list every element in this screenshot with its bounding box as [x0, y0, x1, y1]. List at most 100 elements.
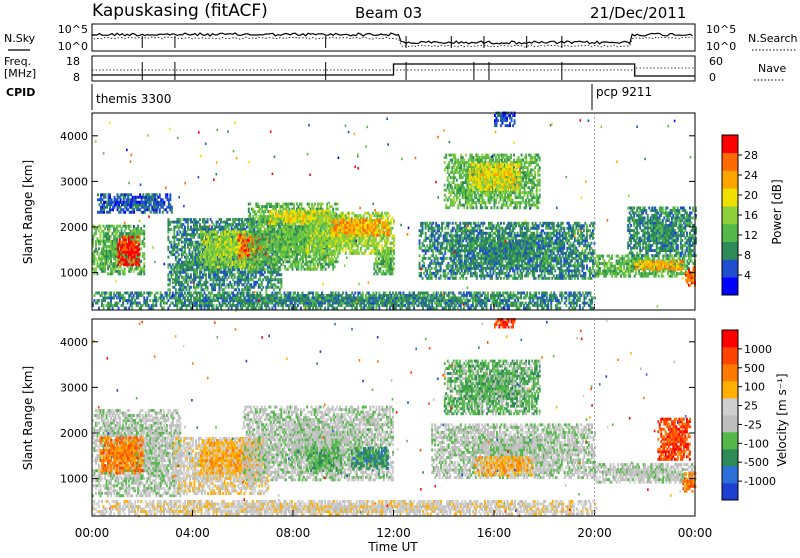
heatmap-cell: [143, 230, 145, 233]
heatmap-cell: [225, 286, 227, 289]
heatmap-cell: [173, 248, 175, 251]
heatmap-cell: [143, 235, 145, 238]
heatmap-cell: [125, 241, 127, 244]
heatmap-cell: [134, 243, 136, 246]
heatmap-cell: [192, 243, 194, 246]
heatmap-cell: [139, 193, 141, 196]
heatmap-cell: [178, 243, 180, 246]
heatmap-cell: [175, 288, 177, 291]
heatmap-cell: [101, 260, 103, 263]
heatmap-cell: [122, 256, 124, 259]
heatmap-cell: [244, 268, 246, 271]
heatmap-cell: [119, 272, 121, 275]
heatmap-cell: [173, 228, 175, 231]
heatmap-cell: [114, 196, 116, 199]
heatmap-cell: [132, 236, 134, 239]
heatmap-cell: [184, 243, 186, 246]
heatmap-cell: [200, 258, 202, 261]
heatmap-cell: [173, 253, 175, 256]
heatmap-cell: [156, 193, 158, 196]
heatmap-cell: [186, 231, 188, 234]
heatmap-cell: [187, 273, 189, 276]
freq-left-tick-top: 18: [66, 55, 80, 68]
heatmap-cell: [138, 236, 140, 239]
heatmap-cell: [170, 241, 172, 244]
heatmap-cell: [176, 231, 178, 234]
heatmap-cell: [117, 208, 119, 211]
date-title: 21/Dec/2011: [590, 4, 686, 22]
heatmap-cell: [100, 237, 102, 240]
noise-traces: [92, 33, 693, 48]
heatmap-cell: [274, 276, 276, 279]
heatmap-cell: [103, 225, 105, 228]
heatmap-cell: [196, 271, 198, 274]
noise-panel-frame: [92, 24, 695, 51]
heatmap-cell: [138, 248, 140, 251]
heatmap-cell: [255, 276, 257, 279]
heatmap-cell: [190, 246, 192, 249]
heatmap-cell: [183, 288, 185, 291]
heatmap-cell: [187, 226, 189, 229]
heatmap-cell: [100, 196, 102, 199]
heatmap-cell: [264, 271, 266, 274]
heatmap-cell: [98, 230, 100, 233]
heatmap-cell: [198, 256, 200, 259]
heatmap-cell: [261, 288, 263, 291]
heatmap-cell: [198, 286, 200, 289]
heatmap-cell: [241, 218, 243, 221]
heatmap-cell: [100, 225, 102, 228]
heatmap-cell: [228, 286, 230, 289]
heatmap-cell: [109, 196, 111, 199]
heatmap-cell: [204, 271, 206, 274]
heatmap-cell: [95, 245, 97, 248]
heatmap-cell: [116, 232, 118, 235]
heatmap-cell: [252, 278, 254, 281]
heatmap-cell: [253, 286, 255, 289]
heatmap-cell: [104, 227, 106, 230]
heatmap-cell: [179, 238, 181, 241]
heatmap-cell: [133, 270, 135, 273]
heatmap-cell: [184, 246, 186, 249]
heatmap-cell: [211, 238, 213, 241]
heatmap-cell: [121, 227, 123, 230]
heatmap-cell: [204, 218, 206, 221]
heatmap-cell: [210, 273, 212, 276]
heatmap-cell: [148, 206, 150, 209]
heatmap-cell: [252, 273, 254, 276]
heatmap-cell: [199, 273, 201, 276]
heatmap-cell: [121, 230, 123, 233]
heatmap-cell: [202, 241, 204, 244]
heatmap-cell: [226, 278, 228, 281]
heatmap-cell: [135, 198, 137, 201]
heatmap-cell: [159, 196, 161, 199]
heatmap-cell: [193, 281, 195, 284]
heatmap-cell: [207, 221, 209, 224]
heatmap-cell: [233, 235, 235, 238]
heatmap-cell: [133, 208, 135, 211]
heatmap-cell: [214, 286, 216, 289]
heatmap-cell: [179, 221, 181, 224]
heatmap-cell: [105, 196, 107, 199]
heatmap-cell: [267, 276, 269, 279]
heatmap-cell: [167, 231, 169, 234]
heatmap-cell: [109, 211, 111, 214]
freq-traces: [92, 62, 695, 80]
heatmap-cell: [169, 263, 171, 266]
heatmap-cell: [228, 276, 230, 279]
heatmap-cell: [259, 286, 261, 289]
heatmap-cell: [211, 241, 213, 244]
heatmap-cell: [115, 267, 117, 270]
heatmap-cell: [235, 266, 237, 269]
heatmap-cell: [109, 265, 111, 268]
heatmap-cell: [184, 248, 186, 251]
heatmap-cell: [274, 283, 276, 286]
heatmap-cell: [170, 266, 172, 269]
heatmap-cell: [190, 238, 192, 241]
heatmap-cell: [150, 201, 152, 204]
heatmap-cell: [230, 258, 232, 261]
heatmap-cell: [126, 261, 128, 264]
heatmap-cell: [175, 258, 177, 261]
heatmap-cell: [200, 235, 202, 238]
heatmap-cell: [176, 256, 178, 259]
heatmap-cell: [171, 208, 173, 211]
